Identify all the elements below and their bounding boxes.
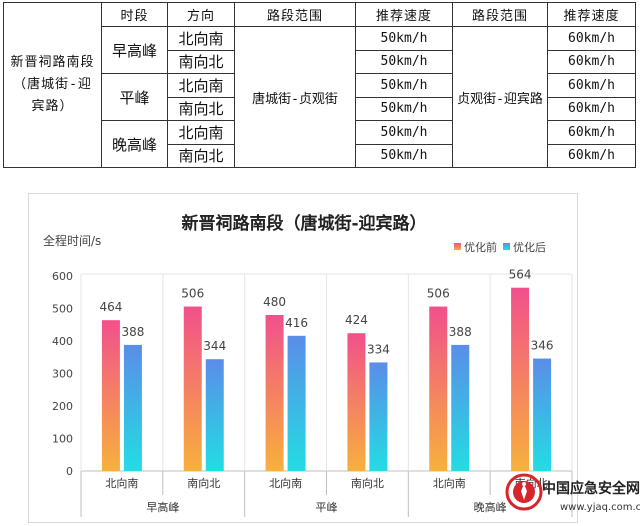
speed-a-cell: 50km/h [355, 120, 453, 145]
y-tick-label: 600 [52, 270, 73, 283]
data-label-after: 388 [449, 325, 472, 339]
speed-a-cell: 50km/h [355, 26, 453, 51]
legend-swatch-after [503, 243, 510, 250]
bar-before [347, 333, 366, 471]
bar-after [205, 359, 224, 471]
x-group-label: 晚高峰 [474, 500, 507, 514]
bar-before [511, 287, 530, 471]
legend: 优化前 优化后 [454, 240, 546, 254]
speed-b-cell: 60km/h [547, 49, 636, 74]
direction-cell: 南向北 [167, 96, 235, 121]
legend-label-before: 优化前 [464, 240, 497, 254]
section-cell: 新晋祠路南段（唐城街-迎宾路） [3, 2, 102, 168]
direction-cell: 南向北 [167, 49, 235, 74]
speed-b-cell: 60km/h [547, 120, 636, 145]
x-category-label: 北向南 [105, 476, 138, 490]
data-label-after: 346 [531, 339, 554, 353]
plot-area: 0 100 200 300 400 500 600 464 388 北向南 506 344 南向北 480… [52, 268, 573, 517]
bar-after [123, 344, 142, 471]
speed-b-cell: 60km/h [547, 143, 636, 168]
direction-cell: 南向北 [167, 143, 235, 168]
x-category-label: 北向南 [433, 476, 466, 490]
direction-cell: 北向南 [167, 120, 235, 145]
data-label-before: 564 [509, 268, 532, 282]
data-label-before: 480 [263, 295, 286, 309]
direction-cell: 北向南 [167, 26, 235, 51]
range-a-cell: 唐城街-贞观街 [234, 26, 356, 168]
bar-before [429, 306, 448, 471]
bar-after [533, 358, 552, 471]
y-tick-label: 500 [52, 303, 73, 316]
data-label-after: 388 [121, 325, 144, 339]
speed-b-cell: 60km/h [547, 73, 636, 98]
x-category-label: 北向南 [269, 476, 302, 490]
period-cell: 早高峰 [101, 26, 168, 74]
bar-after [451, 344, 470, 471]
data-label-before: 464 [99, 300, 122, 314]
y-tick-label: 0 [66, 465, 73, 478]
range-b-cell: 贞观街-迎宾路 [452, 26, 548, 168]
period-cell: 平峰 [101, 73, 168, 121]
header-direction: 方向 [167, 2, 235, 27]
chart-frame: 新晋祠路南段（唐城街-迎宾路） 全程时间/s 优化前 优化后 0 100 200 30… [28, 193, 578, 523]
bar-before [183, 306, 202, 471]
speed-a-cell: 50km/h [355, 73, 453, 98]
travel-time-chart: 新晋祠路南段（唐城街-迎宾路） 全程时间/s 优化前 优化后 0 100 200 30… [43, 213, 573, 517]
y-tick-label: 400 [52, 335, 73, 348]
bar-before [265, 315, 284, 471]
header-speed-a: 推荐速度 [355, 2, 453, 27]
speed-b-cell: 60km/h [547, 96, 636, 121]
x-group-label: 早高峰 [146, 500, 179, 514]
y-axis-label: 全程时间/s [43, 233, 101, 248]
header-range-a: 路段范围 [234, 2, 356, 27]
bar-before [101, 320, 120, 471]
emergency-safety-logo [505, 473, 543, 511]
header-period: 时段 [101, 2, 168, 27]
section-name: 新晋祠路南段（唐城街-迎宾路） [10, 55, 95, 114]
header-speed-b: 推荐速度 [547, 2, 636, 27]
watermark: 中国应急安全网 www.yjaq.com.cn [502, 470, 640, 524]
x-group-label: 平峰 [316, 501, 338, 514]
legend-label-after: 优化后 [513, 240, 546, 254]
chart-title: 新晋祠路南段（唐城街-迎宾路） [181, 213, 426, 234]
legend-swatch-before [454, 243, 461, 250]
speed-table: 新晋祠路南段（唐城街-迎宾路） 时段 方向 路段范围 推荐速度 路段范围 推荐速… [3, 2, 636, 168]
bar-after [369, 362, 388, 471]
watermark-title: 中国应急安全网 [542, 481, 640, 497]
watermark-url: www.yjaq.com.cn [560, 502, 640, 513]
x-category-label: 南向北 [187, 476, 220, 490]
x-category-label: 南向北 [351, 476, 384, 490]
y-tick-label: 300 [52, 368, 73, 381]
data-label-before: 506 [427, 287, 450, 301]
bar-after [287, 335, 306, 471]
speed-a-cell: 50km/h [355, 143, 453, 168]
period-cell: 晚高峰 [101, 120, 168, 168]
speed-b-cell: 60km/h [547, 26, 636, 51]
speed-a-cell: 50km/h [355, 96, 453, 121]
y-tick-label: 100 [52, 433, 73, 446]
data-label-after: 416 [285, 316, 308, 330]
data-label-before: 506 [181, 287, 204, 301]
y-tick-label: 200 [52, 400, 73, 413]
speed-a-cell: 50km/h [355, 49, 453, 74]
header-range-b: 路段范围 [452, 2, 548, 27]
data-label-before: 424 [345, 313, 368, 327]
direction-cell: 北向南 [167, 73, 235, 98]
data-label-after: 344 [203, 339, 226, 353]
data-label-after: 334 [367, 342, 390, 356]
